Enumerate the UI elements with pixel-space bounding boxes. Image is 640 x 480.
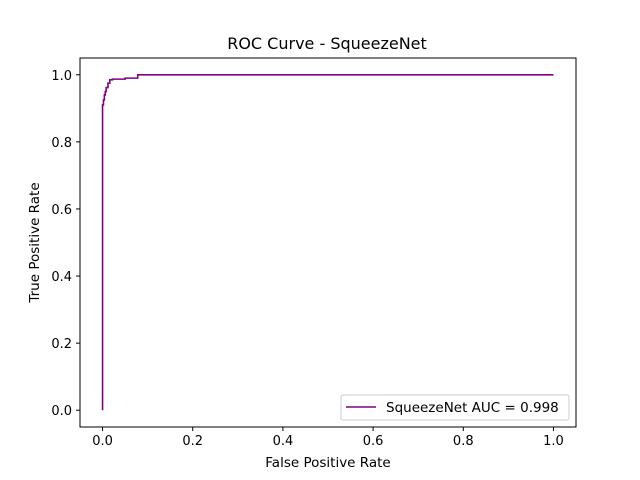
roc-curve-line xyxy=(101,73,554,411)
legend-label: SqueezeNet AUC = 0.998 xyxy=(386,400,559,416)
x-tick-label: 0.2 xyxy=(182,434,203,449)
y-tick-label: 0.0 xyxy=(51,404,72,419)
y-tick-label: 0.2 xyxy=(51,337,72,352)
legend: SqueezeNet AUC = 0.998 xyxy=(340,394,570,421)
axis-ticks: 0.0 0.2 0.4 0.6 0.8 1.0 0.0 0.2 0.4 0.6 0.8 1.0 xyxy=(51,69,563,449)
chart-title: ROC Curve - SqueezeNet xyxy=(227,34,427,53)
x-tick-label: 0.4 xyxy=(273,434,294,449)
y-tick-label: 0.4 xyxy=(51,270,72,285)
y-tick-label: 1.0 xyxy=(51,69,72,84)
plot-frame xyxy=(79,57,577,428)
x-tick-label: 0.0 xyxy=(92,434,113,449)
y-tick-label: 0.8 xyxy=(51,136,72,151)
y-tick-label: 0.6 xyxy=(51,203,72,218)
y-axis-label: True Positive Rate xyxy=(27,182,43,303)
x-tick-label: 0.6 xyxy=(363,434,384,449)
series-layer xyxy=(101,73,554,411)
x-tick-label: 1.0 xyxy=(543,434,564,449)
x-axis-label: False Positive Rate xyxy=(265,455,390,471)
x-tick-label: 0.8 xyxy=(453,434,474,449)
legend-box xyxy=(340,394,570,421)
